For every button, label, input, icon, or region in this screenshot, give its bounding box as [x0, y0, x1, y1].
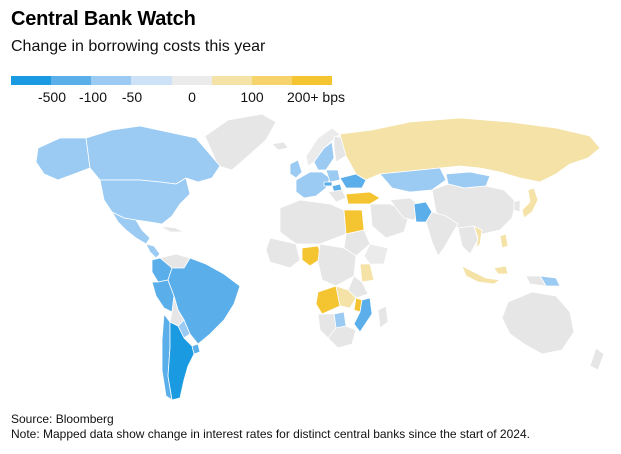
legend-swatch-5: [211, 76, 252, 85]
ukraine: [339, 173, 367, 189]
legend-swatch-1: [51, 76, 92, 85]
uk: [289, 159, 303, 179]
methodology-note: Note: Mapped data show change in interes…: [11, 427, 530, 441]
kenya: [359, 263, 375, 283]
ethiopia: [363, 243, 389, 265]
legend-label-100: 100: [240, 89, 264, 105]
argentina: [167, 321, 195, 401]
alaska: [35, 137, 91, 181]
legend-label-minus50: -50: [121, 89, 143, 105]
poland: [325, 169, 341, 183]
iran: [389, 197, 423, 221]
chart-title: Central Bank Watch: [11, 8, 196, 30]
czechia: [323, 181, 333, 187]
legend-swatch-4: [171, 76, 212, 85]
legend-label-minus500: -500: [37, 89, 67, 105]
euro-area: [295, 171, 331, 199]
legend-label-minus100: -100: [78, 89, 108, 105]
madagascar: [377, 305, 389, 329]
korea: [513, 199, 521, 213]
mexico: [111, 211, 151, 245]
zambia: [335, 285, 357, 309]
source-note: Source: Bloomberg: [11, 412, 114, 426]
turkey: [345, 191, 381, 205]
new-zealand: [589, 347, 605, 371]
nigeria: [301, 245, 323, 267]
japan: [521, 187, 539, 219]
central-america: [145, 243, 161, 259]
chart-subtitle: Change in borrowing costs this year: [11, 38, 266, 55]
tanzania: [347, 275, 369, 299]
color-legend: -500 -100 -50 0 100 200+ bps: [11, 76, 345, 106]
world-map: [35, 113, 605, 401]
sudan: [343, 229, 371, 257]
sweden: [313, 141, 335, 171]
legend-label-zero: 0: [188, 89, 196, 105]
russia: [339, 117, 601, 183]
india: [425, 211, 459, 257]
greenland: [204, 113, 277, 171]
vietnam: [473, 225, 483, 249]
kazakhstan: [379, 167, 447, 193]
canada: [85, 125, 221, 185]
caribbean: [159, 225, 185, 233]
png-west: [525, 275, 547, 287]
australia: [501, 291, 575, 355]
west-africa: [265, 237, 301, 269]
norway: [305, 127, 341, 167]
legend-swatch-3: [131, 76, 172, 85]
mozambique: [353, 297, 373, 333]
legend-swatch-6: [251, 76, 292, 85]
south-africa: [327, 325, 357, 349]
iceland: [271, 141, 289, 151]
legend-color-bar: [11, 76, 332, 85]
legend-label-200plus: 200+ bps: [287, 89, 345, 105]
legend-swatch-0: [11, 76, 52, 85]
legend-swatch-2: [91, 76, 132, 85]
southeast-asia: [457, 225, 479, 255]
legend-swatch-7: [291, 76, 332, 85]
central-africa: [317, 243, 357, 287]
philippines: [499, 233, 509, 249]
angola: [315, 285, 341, 315]
balkans: [327, 189, 347, 203]
north-africa: [279, 199, 347, 245]
indonesia: [461, 265, 509, 285]
usa: [99, 177, 191, 225]
